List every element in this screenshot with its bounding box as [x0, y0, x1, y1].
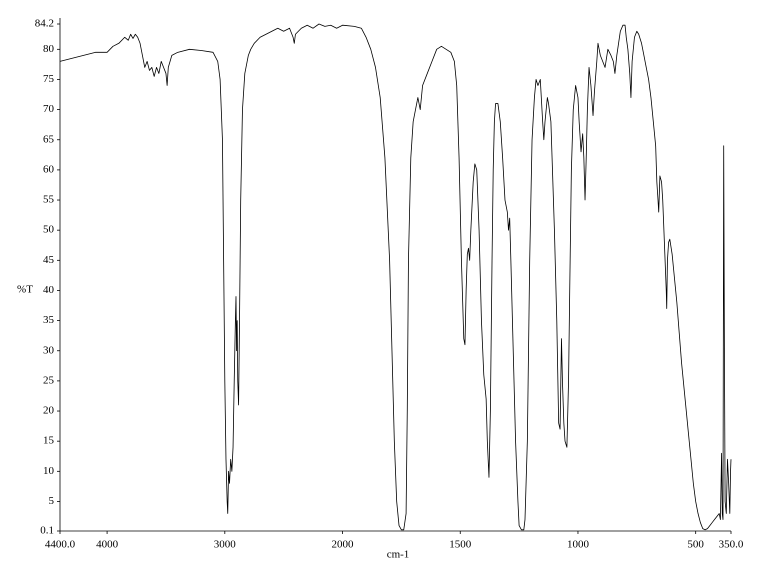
y-tick-label: 75: [43, 73, 55, 85]
y-tick-label: 40: [43, 284, 55, 296]
y-axis-label: %T: [17, 284, 33, 296]
x-tick-label: 3000: [214, 539, 237, 551]
y-tick-label: 30: [43, 344, 55, 356]
x-tick-label: 4400.0: [45, 539, 76, 551]
x-tick-label: 1500: [449, 539, 472, 551]
x-tick-label: 350.0: [719, 539, 744, 551]
y-tick-label: 80: [43, 43, 55, 55]
x-tick-label: 1000: [567, 539, 590, 551]
y-tick-label: 0.1: [40, 525, 54, 537]
spectrum-line: [59, 23, 732, 531]
x-tick-label: 2000: [332, 539, 355, 551]
y-tick-label: 55: [43, 194, 55, 206]
y-tick-label: 5: [49, 495, 55, 507]
y-tick-label: 35: [43, 314, 55, 326]
y-tick-label: 20: [43, 405, 55, 417]
y-tick-label: 60: [43, 163, 55, 175]
y-tick-label: 15: [43, 435, 55, 447]
y-tick-label: 65: [43, 133, 55, 145]
x-axis-label: cm-1: [387, 549, 410, 561]
y-tick-label: 45: [43, 254, 55, 266]
y-tick-label: 25: [43, 374, 55, 386]
x-tick-label: 500: [687, 539, 704, 551]
y-tick-label: 84.2: [35, 18, 54, 30]
y-tick-label: 50: [43, 224, 55, 236]
y-tick-label: 10: [43, 465, 55, 477]
y-tick-label: 70: [43, 103, 55, 115]
x-tick-label: 4000: [96, 539, 119, 551]
